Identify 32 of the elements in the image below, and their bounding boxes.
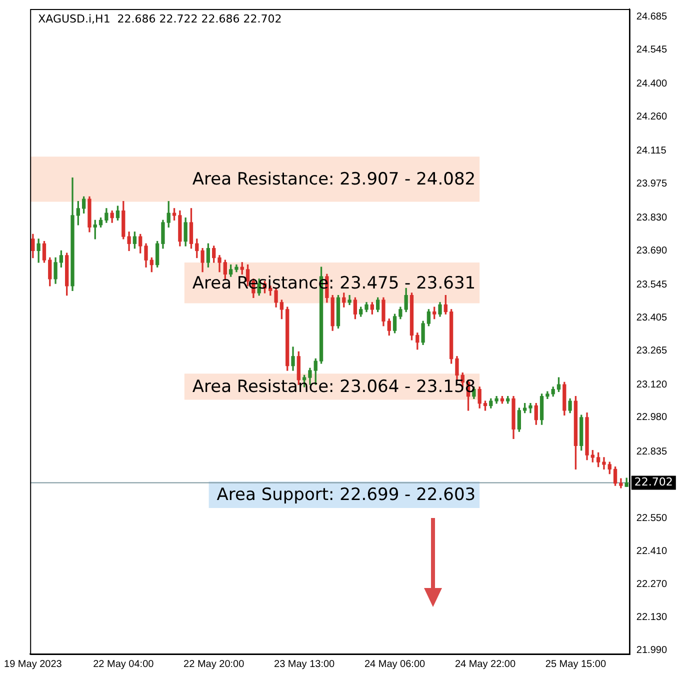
y-tick-label: 22.270 <box>636 578 668 590</box>
y-tick-label: 24.400 <box>636 78 668 90</box>
y-tick-label: 22.550 <box>636 513 668 524</box>
y-tick-label: 23.545 <box>636 280 668 291</box>
y-tick-label: 23.120 <box>636 379 668 390</box>
x-tick-label: 23 May 13:00 <box>274 658 336 670</box>
y-tick-label: 23.265 <box>636 345 668 356</box>
x-tick-label: 22 May 04:00 <box>93 658 154 670</box>
y-tick-label: 22.410 <box>636 546 668 558</box>
x-tick-label: 19 May 2023 <box>4 658 62 670</box>
x-tick-label: 24 May 06:00 <box>364 658 426 670</box>
chart-title: XAGUSD.i,H1 22.686 22.722 22.686 22.702 <box>38 12 282 26</box>
y-tick-label: 23.405 <box>636 312 668 324</box>
x-tick-label: 25 May 15:00 <box>545 658 606 670</box>
y-tick-label: 24.260 <box>636 112 668 123</box>
band-label: Area Resistance: 23.907 - 24.082 <box>192 170 476 190</box>
candlestick <box>619 478 623 488</box>
ref-line-label: 22.702 <box>634 476 673 489</box>
band-label: Area Support: 22.699 - 22.603 <box>216 485 476 506</box>
y-tick-label: 22.980 <box>636 412 668 424</box>
y-tick-label: 21.990 <box>636 644 668 656</box>
y-tick-label: 22.130 <box>636 612 668 623</box>
y-tick-label: 23.830 <box>636 212 668 224</box>
x-tick-label: 22 May 20:00 <box>184 658 245 670</box>
candlestick <box>602 457 606 470</box>
y-tick-label: 24.545 <box>636 44 668 56</box>
x-tick-label: 24 May 22:00 <box>454 658 516 670</box>
y-tick-label: 24.115 <box>636 146 667 157</box>
y-tick-label: 23.690 <box>636 245 668 256</box>
y-tick-label: 24.685 <box>636 12 668 23</box>
y-tick-label: 23.975 <box>636 178 668 190</box>
y-tick-label: 22.835 <box>636 446 668 458</box>
